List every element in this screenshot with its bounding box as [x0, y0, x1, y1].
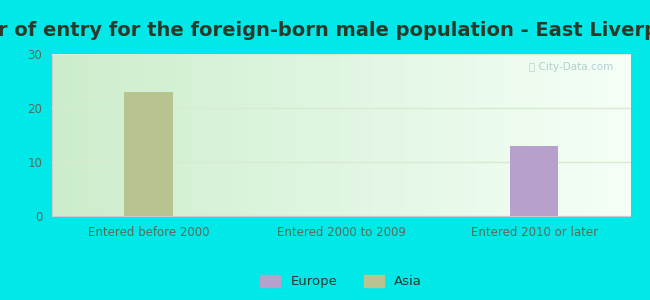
Bar [510, 146, 558, 216]
Text: Year of entry for the foreign-born male population - East Liverpool: Year of entry for the foreign-born male … [0, 21, 650, 40]
Legend: Europe, Asia: Europe, Asia [255, 270, 428, 294]
Bar [124, 92, 172, 216]
Text: ⓘ City-Data.com: ⓘ City-Data.com [529, 62, 613, 72]
